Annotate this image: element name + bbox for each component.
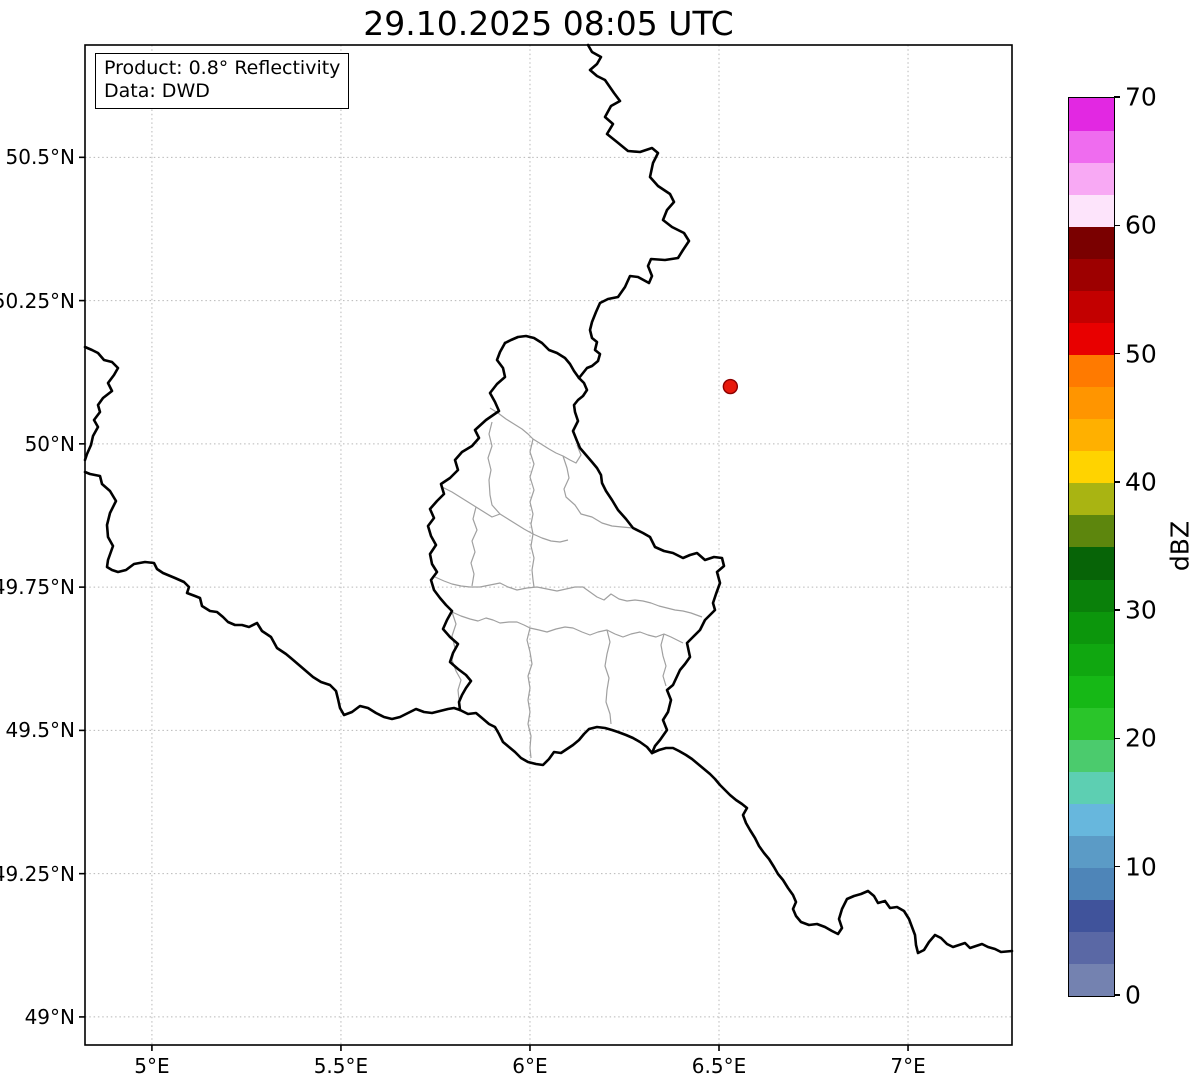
- colorbar-segment: [1069, 547, 1114, 580]
- y-tick-label: 50.5°N: [5, 145, 76, 170]
- colorbar-tick-label: 10: [1125, 852, 1157, 882]
- colorbar-tick-label: 0: [1125, 980, 1141, 1010]
- colorbar-segment: [1069, 514, 1114, 548]
- colorbar-tick-label: 30: [1125, 595, 1157, 625]
- colorbar-segment: [1069, 931, 1114, 965]
- axis-tick-marks: [79, 156, 909, 1051]
- colorbar: [1068, 97, 1115, 997]
- colorbar-segment: [1069, 450, 1114, 484]
- admin-border-path: [604, 629, 612, 725]
- admin-border-path: [487, 421, 501, 515]
- colorbar-tick-mark: [1114, 96, 1120, 98]
- colorbar-segment: [1069, 803, 1114, 837]
- colorbar-segment: [1069, 835, 1114, 869]
- admin-border-path: [441, 486, 569, 543]
- colorbar-segment: [1069, 418, 1114, 452]
- colorbar-segment: [1069, 354, 1114, 388]
- admin-borders: [434, 407, 703, 759]
- y-tick-label: 49.75°N: [0, 575, 75, 600]
- country-borders: [83, 43, 1014, 955]
- colorbar-segment: [1069, 258, 1114, 291]
- colorbar-segment: [1069, 386, 1114, 420]
- country-border-path: [458, 708, 654, 767]
- colorbar-segment: [1069, 899, 1114, 933]
- radar-site-marker: [722, 378, 739, 395]
- colorbar-segment: [1069, 162, 1114, 195]
- country-border-path: [503, 334, 581, 380]
- admin-border-path: [434, 576, 703, 618]
- colorbar-segment: [1069, 226, 1114, 259]
- colorbar-tick-label: 60: [1125, 210, 1157, 240]
- product-info-box: Product: 0.8° Reflectivity Data: DWD: [95, 53, 350, 109]
- plot-frame: [84, 44, 1013, 1046]
- plot-title: 29.10.2025 08:05 UTC: [363, 4, 734, 43]
- admin-border-path: [562, 455, 634, 529]
- country-border-path: [571, 376, 726, 755]
- gridlines: [85, 45, 1012, 1045]
- colorbar-segment: [1069, 771, 1114, 805]
- colorbar-axis-label: dBZ: [1165, 520, 1195, 572]
- x-tick-label: 7°E: [890, 1054, 926, 1078]
- colorbar-tick-mark: [1114, 224, 1120, 227]
- colorbar-tick-mark: [1114, 609, 1120, 611]
- y-tick-label: 50.25°N: [0, 288, 75, 313]
- colorbar-segment: [1069, 194, 1114, 227]
- x-tick-label: 6.5°E: [691, 1054, 747, 1078]
- x-tick-label: 5°E: [134, 1054, 170, 1078]
- colorbar-tick-label: 70: [1125, 82, 1157, 112]
- colorbar-segment: [1069, 579, 1114, 612]
- colorbar-segment: [1069, 322, 1114, 356]
- y-tick-label: 49.25°N: [0, 861, 75, 886]
- admin-border-path: [451, 611, 684, 644]
- colorbar-segment: [1069, 130, 1114, 163]
- colorbar-segment: [1069, 739, 1114, 772]
- colorbar-segment: [1069, 675, 1114, 708]
- colorbar-tick-mark: [1114, 865, 1120, 868]
- y-tick-label: 50°N: [24, 431, 75, 456]
- colorbar-tick-mark: [1114, 994, 1120, 996]
- x-tick-label: 5.5°E: [313, 1054, 369, 1078]
- colorbar-segment: [1069, 98, 1114, 131]
- colorbar-segment: [1069, 290, 1114, 323]
- colorbar-segment: [1069, 643, 1114, 676]
- y-tick-label: 49°N: [24, 1004, 75, 1029]
- country-border-path: [577, 43, 691, 380]
- y-tick-label: 49.5°N: [5, 718, 76, 743]
- colorbar-tick-mark: [1114, 481, 1120, 483]
- admin-border-path: [529, 438, 535, 588]
- colorbar-tick-mark: [1114, 737, 1120, 740]
- admin-border-path: [489, 407, 582, 464]
- admin-border-path: [660, 633, 667, 687]
- country-border-path: [426, 341, 507, 712]
- colorbar-tick-label: 40: [1125, 467, 1157, 497]
- data-source-line: Data: DWD: [104, 80, 210, 102]
- x-tick-label: 6°E: [512, 1054, 548, 1078]
- colorbar-segment: [1069, 963, 1114, 997]
- colorbar-tick-label: 20: [1125, 723, 1157, 753]
- colorbar-segment: [1069, 707, 1114, 740]
- colorbar-tick-mark: [1114, 352, 1120, 355]
- colorbar-segment: [1069, 482, 1114, 516]
- colorbar-segment: [1069, 611, 1114, 644]
- country-border-path: [650, 746, 1014, 955]
- colorbar-tick-label: 50: [1125, 339, 1157, 369]
- admin-border-path: [470, 506, 478, 587]
- country-border-path: [83, 345, 462, 721]
- product-info-line: Product: 0.8° Reflectivity: [104, 57, 341, 79]
- admin-border-path: [526, 627, 533, 759]
- colorbar-segment: [1069, 867, 1114, 901]
